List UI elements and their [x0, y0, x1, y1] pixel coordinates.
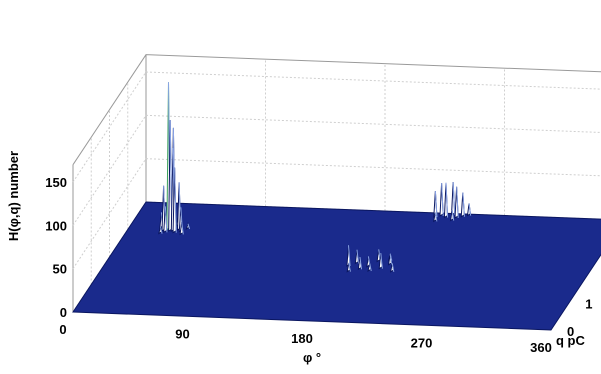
peak-mark: [451, 210, 455, 221]
peak-mark: [181, 222, 184, 235]
cluster-3: [433, 182, 472, 223]
peak-mark: [441, 182, 444, 217]
cluster-1: [158, 82, 191, 236]
z-tick-label: 0: [60, 305, 67, 320]
peak-mark: [348, 245, 351, 267]
z-tick-label: 150: [45, 175, 67, 190]
peak-mark: [348, 262, 351, 272]
peak-mark: [164, 206, 168, 233]
z-tick-label: 50: [53, 262, 67, 277]
peak-mark: [456, 186, 459, 219]
peak-mark: [389, 254, 393, 265]
x-tick-label: 360: [530, 340, 552, 355]
peak-mark: [187, 223, 191, 230]
x-axis-label: φ °: [303, 350, 321, 365]
peak-mark: [468, 203, 472, 216]
grid-line: [72, 54, 601, 165]
peaks-layer: [158, 82, 472, 273]
peak-mark: [445, 182, 449, 218]
y-tick-label: 0: [567, 324, 574, 339]
peak-mark: [174, 167, 177, 233]
peak-mark: [452, 182, 456, 216]
y-tick-label: 1: [585, 297, 592, 312]
grid-line: [72, 114, 601, 226]
peak-mark: [434, 191, 438, 218]
peak-mark: [434, 212, 438, 222]
grid-line: [72, 71, 601, 183]
peak-mark: [380, 252, 383, 269]
grid-line: [72, 158, 601, 269]
peak-mark: [391, 263, 395, 273]
peak-mark: [359, 257, 363, 270]
x-tick-label: 90: [175, 327, 189, 342]
cluster-2: [346, 245, 395, 273]
surface-floor: [72, 201, 601, 331]
z-tick-label: 100: [45, 218, 67, 233]
peak-mark: [356, 249, 360, 264]
x-tick-label: 0: [59, 322, 66, 337]
tick-labels: 09018027036001234050100150: [45, 175, 592, 355]
peak-mark: [159, 226, 163, 234]
x-tick-label: 270: [411, 336, 433, 351]
peak-mark: [462, 192, 465, 217]
x-tick-label: 180: [291, 331, 313, 346]
y-axis-label: q pC: [556, 333, 585, 348]
peak-mark: [369, 263, 372, 272]
z-axis-label: H(φ,q) number: [6, 151, 21, 241]
